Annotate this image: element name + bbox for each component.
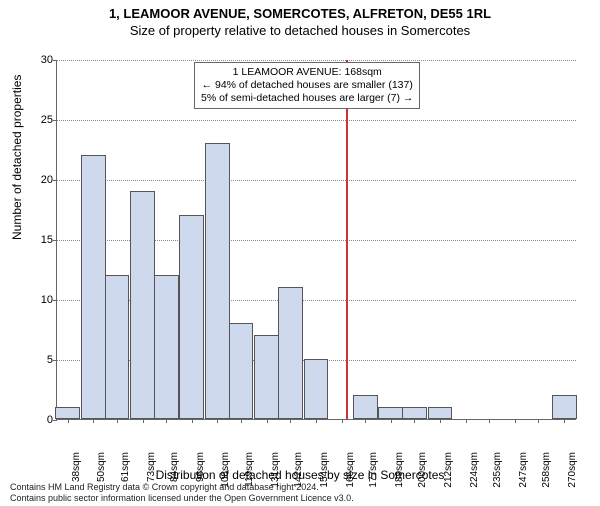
x-tick-mark (489, 419, 490, 423)
y-axis-label: Number of detached properties (10, 75, 24, 240)
x-tick-mark (391, 419, 392, 423)
footer-attribution: Contains HM Land Registry data © Crown c… (10, 482, 354, 504)
histogram-bar (105, 275, 130, 419)
x-tick-mark (342, 419, 343, 423)
reference-line (346, 60, 348, 419)
histogram-bar (428, 407, 453, 419)
histogram-bar (55, 407, 80, 419)
annotation-line1: 1 LEAMOOR AVENUE: 168sqm (201, 66, 413, 79)
histogram-bar (205, 143, 230, 419)
x-tick-mark (466, 419, 467, 423)
y-tick-label: 10 (27, 294, 53, 306)
footer-line2: Contains public sector information licen… (10, 493, 354, 504)
histogram-bar (378, 407, 403, 419)
y-tick-label: 0 (27, 414, 53, 426)
chart-plot-area: 05101520253038sqm50sqm61sqm73sqm84sqm96s… (56, 60, 576, 420)
x-tick-mark (564, 419, 565, 423)
x-tick-mark (440, 419, 441, 423)
x-axis-label: Distribution of detached houses by size … (0, 468, 600, 482)
x-tick-mark (414, 419, 415, 423)
x-tick-mark (316, 419, 317, 423)
y-tick-mark (53, 300, 57, 301)
x-tick-mark (217, 419, 218, 423)
y-tick-mark (53, 240, 57, 241)
footer-line1: Contains HM Land Registry data © Crown c… (10, 482, 354, 493)
chart-title-main: 1, LEAMOOR AVENUE, SOMERCOTES, ALFRETON,… (0, 6, 600, 21)
grid-line (57, 180, 576, 181)
histogram-bar (278, 287, 303, 419)
x-tick-mark (267, 419, 268, 423)
y-tick-label: 30 (27, 54, 53, 66)
chart-title-sub: Size of property relative to detached ho… (0, 23, 600, 38)
y-tick-label: 25 (27, 114, 53, 126)
x-tick-mark (365, 419, 366, 423)
y-tick-mark (53, 420, 57, 421)
y-tick-label: 15 (27, 234, 53, 246)
x-tick-mark (68, 419, 69, 423)
histogram-bar (229, 323, 254, 419)
annotation-line3: 5% of semi-detached houses are larger (7… (201, 92, 413, 105)
histogram-bar (154, 275, 179, 419)
y-tick-label: 20 (27, 174, 53, 186)
grid-line (57, 60, 576, 61)
x-tick-mark (241, 419, 242, 423)
annotation-line2: ← 94% of detached houses are smaller (13… (201, 79, 413, 92)
histogram-bar (353, 395, 378, 419)
y-tick-mark (53, 120, 57, 121)
x-tick-mark (538, 419, 539, 423)
histogram-bar (179, 215, 204, 419)
x-tick-mark (93, 419, 94, 423)
histogram-bar (254, 335, 279, 419)
x-tick-mark (515, 419, 516, 423)
histogram-bar (402, 407, 427, 419)
y-tick-label: 5 (27, 354, 53, 366)
grid-line (57, 120, 576, 121)
y-tick-mark (53, 360, 57, 361)
x-tick-mark (192, 419, 193, 423)
histogram-bar (552, 395, 577, 419)
x-tick-mark (143, 419, 144, 423)
histogram-bar (81, 155, 106, 419)
histogram-bar (304, 359, 329, 419)
x-tick-mark (166, 419, 167, 423)
y-tick-mark (53, 180, 57, 181)
x-tick-mark (290, 419, 291, 423)
annotation-box: 1 LEAMOOR AVENUE: 168sqm ← 94% of detach… (194, 62, 420, 109)
histogram-bar (130, 191, 155, 419)
y-tick-mark (53, 60, 57, 61)
x-tick-mark (117, 419, 118, 423)
